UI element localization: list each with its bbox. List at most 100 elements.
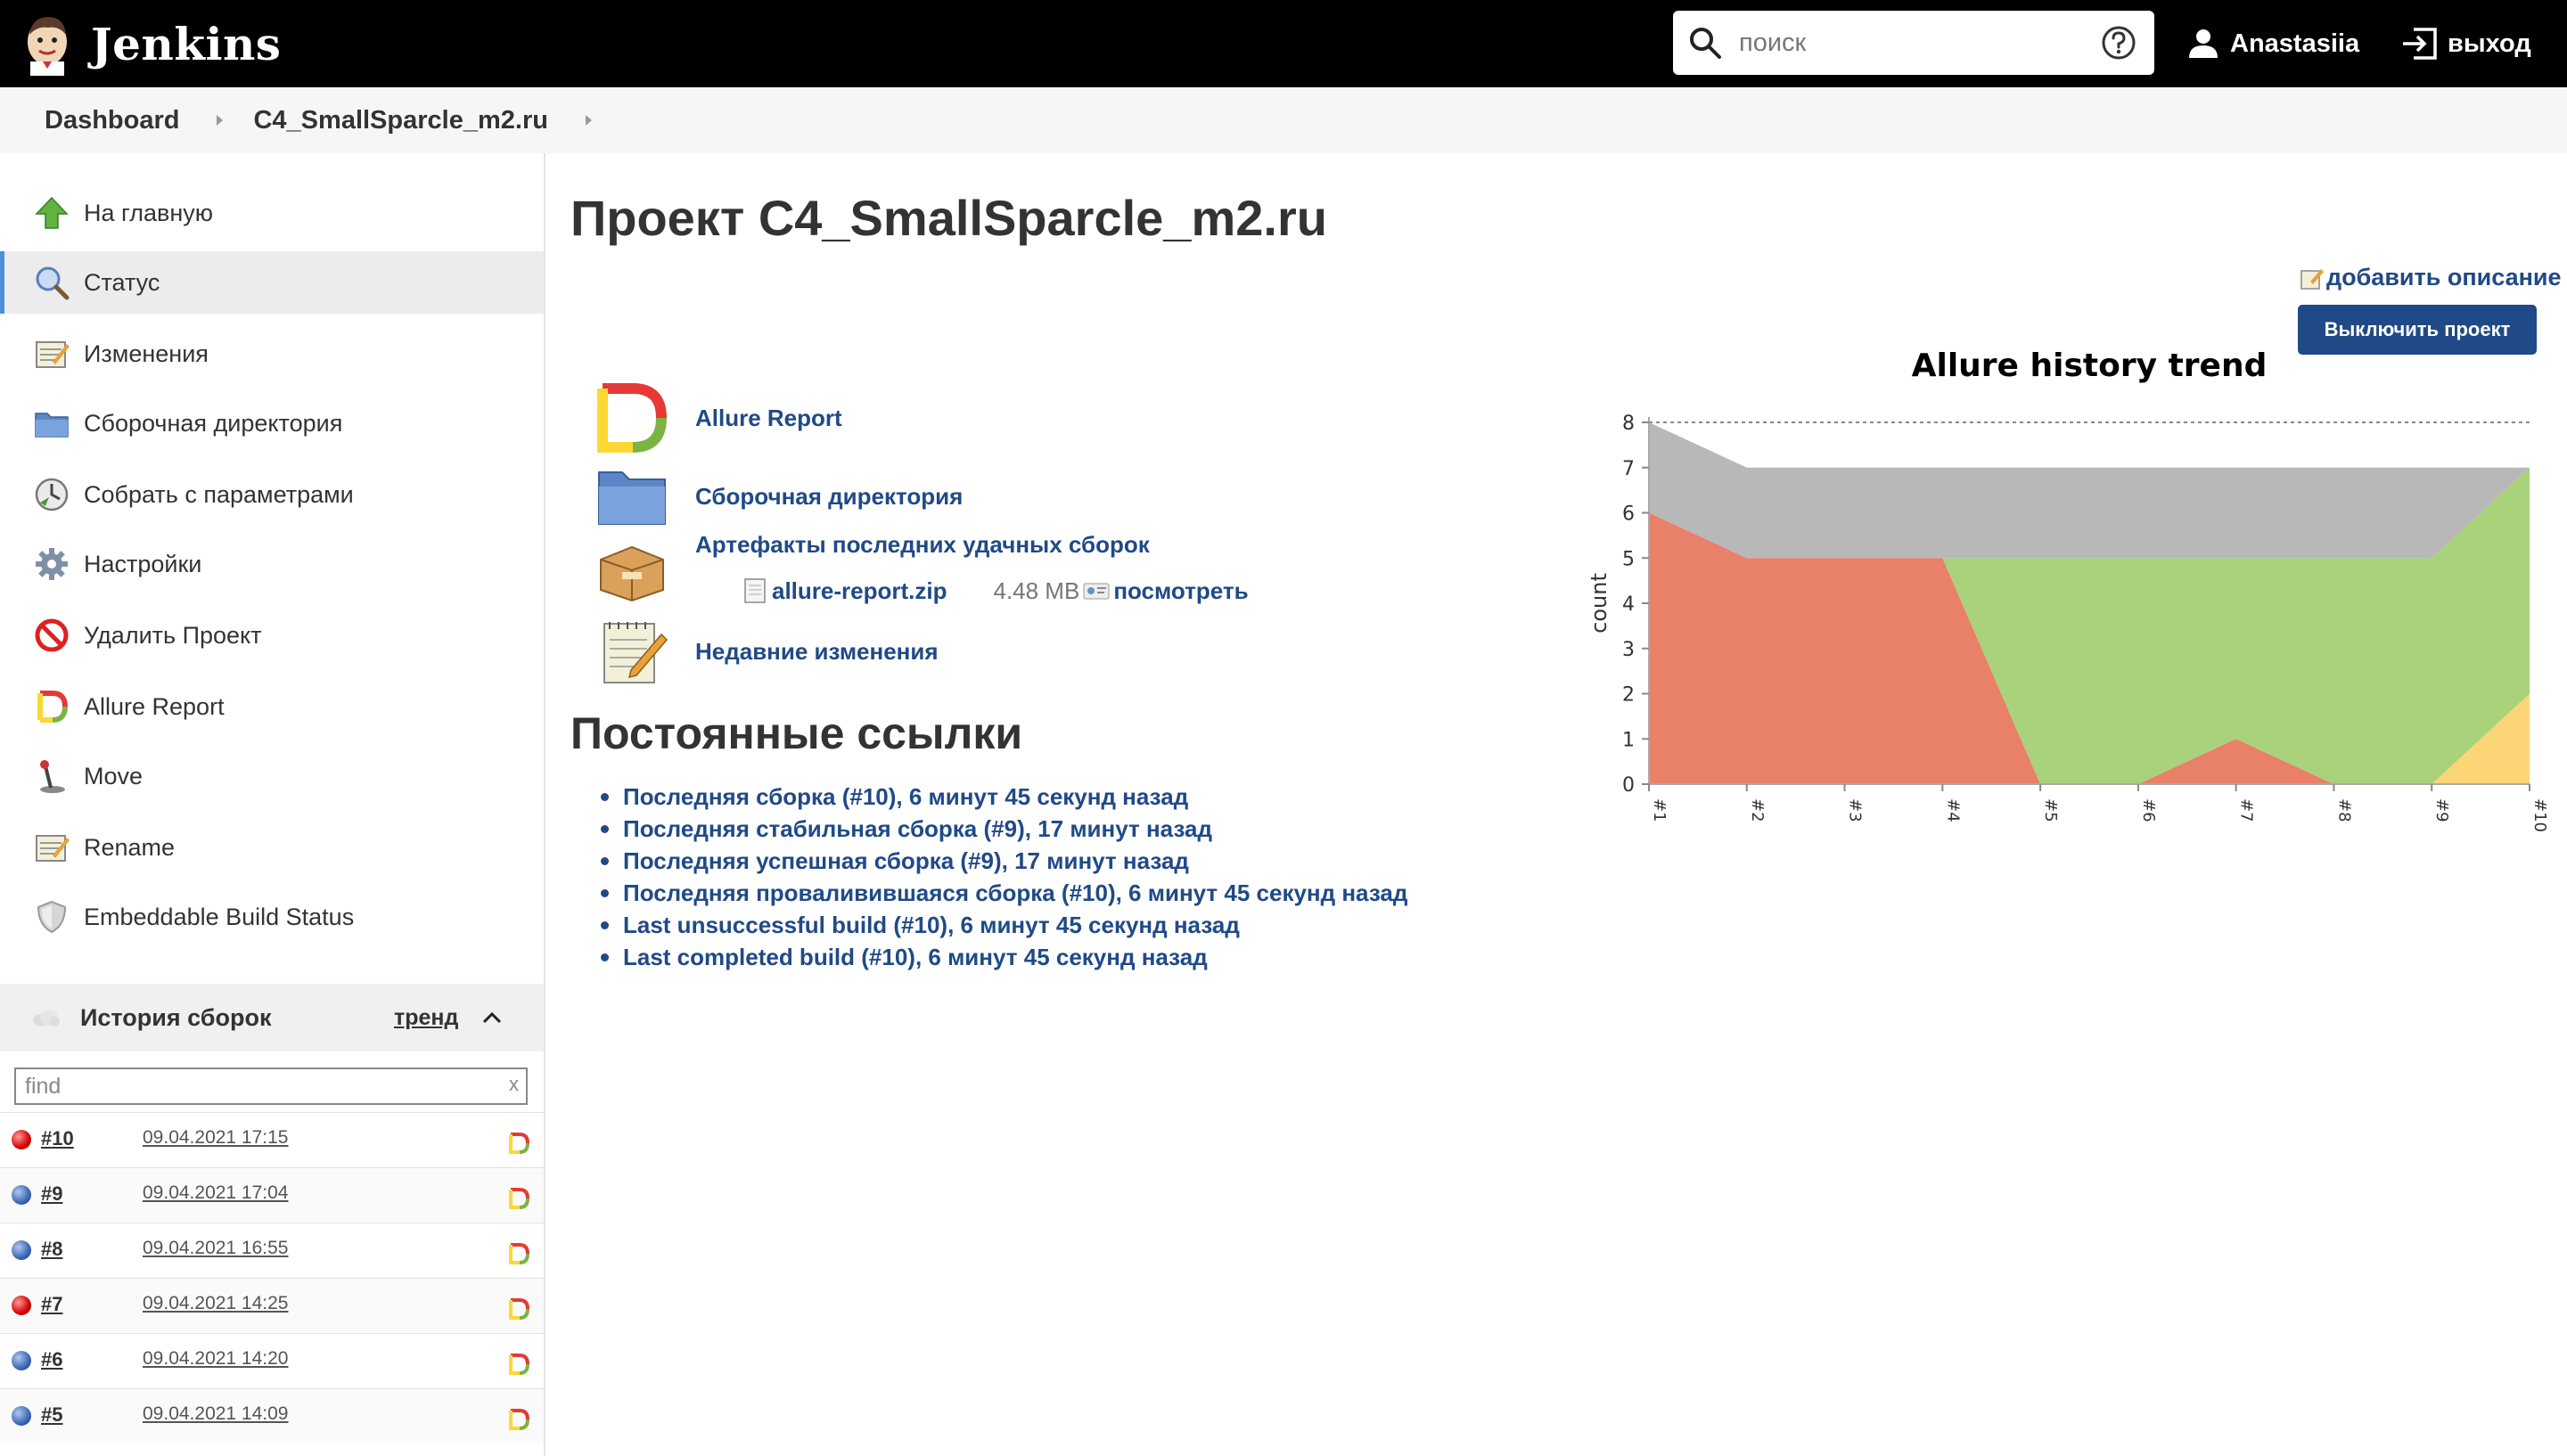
search-input[interactable] <box>1739 23 2078 62</box>
build-row: #10 09.04.2021 17:15 <box>0 1112 544 1167</box>
y-tick-label: 0 <box>1622 774 1635 797</box>
permalink-last-unsuccessful[interactable]: Last unsuccessful build (#10), 6 минут 4… <box>601 909 1407 941</box>
permalink-last-successful[interactable]: Последняя успешная сборка (#9), 17 минут… <box>601 845 1407 877</box>
task-label: Embeddable Build Status <box>84 903 355 930</box>
permalink-last-stable[interactable]: Последняя стабильная сборка (#9), 17 мин… <box>601 813 1407 845</box>
workspace-label: Сборочная директория <box>695 482 964 510</box>
breadcrumb-chevron-icon[interactable] <box>585 115 592 126</box>
task-delete-project[interactable]: Удалить Проект <box>0 604 544 667</box>
build-number-link[interactable]: #9 <box>41 1182 63 1205</box>
breadcrumb-project[interactable]: C4_SmallSparcle_m2.ru <box>253 105 548 135</box>
trend-chart-svg: Allure history trend 0 1 2 3 4 5 6 7 8 count #1 #2 #3… <box>1587 349 2549 832</box>
allure-icon[interactable] <box>506 1131 531 1156</box>
task-allure-report[interactable]: Allure Report <box>0 675 544 738</box>
allure-icon[interactable] <box>506 1352 531 1377</box>
build-date-link[interactable]: 09.04.2021 14:09 <box>143 1403 289 1424</box>
series-area-1 <box>1649 512 2530 784</box>
up-arrow-icon <box>32 193 71 233</box>
package-icon <box>600 545 664 602</box>
disable-project-button[interactable]: Выключить проект <box>2298 305 2537 355</box>
x-tick-label: #5 <box>2041 798 2060 822</box>
view-artifact-link[interactable]: посмотреть <box>1113 577 1249 604</box>
permalink-last-completed[interactable]: Last completed build (#10), 6 минут 45 с… <box>601 941 1407 973</box>
task-label: На главную <box>84 199 214 226</box>
task-label: Настройки <box>84 550 202 577</box>
allure-icon <box>32 687 71 726</box>
cloud-icon <box>33 1010 60 1027</box>
artifact-file-link[interactable]: allure-report.zip <box>772 577 947 604</box>
build-number-link[interactable]: #8 <box>41 1238 63 1260</box>
chevron-up-icon[interactable] <box>480 1005 504 1030</box>
notepad-icon <box>32 828 71 867</box>
build-date-link[interactable]: 09.04.2021 17:15 <box>143 1127 289 1148</box>
task-label: Allure Report <box>84 692 225 720</box>
recent-changes-link[interactable]: Недавние изменения <box>592 615 1216 688</box>
task-embeddable-build-status[interactable]: Embeddable Build Status <box>0 886 544 948</box>
workspace-link[interactable]: Сборочная директория <box>592 460 1216 533</box>
jenkins-home-link[interactable]: Jenkins <box>21 9 281 78</box>
magnifier-icon <box>32 263 71 302</box>
allure-report-link[interactable]: Allure Report <box>592 381 1216 454</box>
task-build-with-parameters[interactable]: Собрать с параметрами <box>0 463 544 526</box>
status-ball-icon <box>12 1130 31 1149</box>
find-box: x <box>14 1067 528 1105</box>
task-configure[interactable]: Настройки <box>0 533 544 595</box>
y-tick-label: 8 <box>1622 413 1635 435</box>
build-number-link[interactable]: #10 <box>41 1127 74 1149</box>
build-row: #7 09.04.2021 14:25 <box>0 1278 544 1333</box>
allure-icon[interactable] <box>506 1407 531 1432</box>
allure-trend-chart[interactable]: Allure history trend 0 1 2 3 4 5 6 7 8 count #1 #2 #3… <box>1587 349 2567 848</box>
artifacts-link[interactable]: Артефакты последних удачных сборок <box>592 531 1216 606</box>
permalink-last-build[interactable]: Последняя сборка (#10), 6 минут 45 секун… <box>601 781 1407 813</box>
fingerprint-card-icon <box>1083 583 1110 600</box>
task-rename[interactable]: Rename <box>0 816 544 879</box>
task-label: Move <box>84 762 144 789</box>
allure-icon[interactable] <box>506 1241 531 1266</box>
permalinks-title: Постоянные ссылки <box>570 708 1023 758</box>
build-number-link[interactable]: #7 <box>41 1293 63 1315</box>
task-changes[interactable]: Изменения <box>0 323 544 385</box>
user-name: Anastasiia <box>2230 29 2360 58</box>
build-number-link[interactable]: #6 <box>41 1348 63 1370</box>
build-date-link[interactable]: 09.04.2021 16:55 <box>143 1238 289 1258</box>
permalink-last-failed[interactable]: Последняя проваливившаяся сборка (#10), … <box>601 877 1407 909</box>
build-date-link[interactable]: 09.04.2021 14:25 <box>143 1293 289 1313</box>
build-filter-input[interactable] <box>25 1073 488 1100</box>
allure-icon[interactable] <box>506 1296 531 1321</box>
task-status[interactable]: Статус <box>0 251 544 314</box>
recent-changes-label: Недавние изменения <box>695 637 939 665</box>
status-ball-icon <box>12 1240 31 1260</box>
breadcrumb-chevron-icon[interactable] <box>217 115 224 126</box>
logout-label: выход <box>2448 29 2531 58</box>
side-panel: На главную Статус Изменения Сборочная ди… <box>0 153 545 1456</box>
status-ball-icon <box>12 1351 31 1370</box>
brand-name: Jenkins <box>91 17 282 70</box>
series-area-3 <box>1649 422 2530 559</box>
help-icon[interactable] <box>2101 25 2136 61</box>
y-tick-label: 1 <box>1622 729 1635 751</box>
x-tick-label: #3 <box>1846 798 1865 822</box>
build-date-link[interactable]: 09.04.2021 17:04 <box>143 1182 289 1203</box>
task-workspace[interactable]: Сборочная директория <box>0 392 544 454</box>
build-date-link[interactable]: 09.04.2021 14:20 <box>143 1348 289 1369</box>
build-history-header: История сборок тренд <box>0 984 544 1051</box>
trend-link[interactable]: тренд <box>394 1004 459 1030</box>
build-number-link[interactable]: #5 <box>41 1403 63 1426</box>
logout-link[interactable]: выход <box>2399 21 2531 66</box>
series-area-2 <box>1649 467 2530 784</box>
add-description-label: добавить описание <box>2326 264 2562 290</box>
task-label: Rename <box>84 833 176 861</box>
y-tick-label: 3 <box>1622 639 1635 661</box>
breadcrumb-dashboard[interactable]: Dashboard <box>45 105 180 135</box>
logout-icon <box>2403 28 2437 60</box>
task-move[interactable]: Move <box>0 745 544 807</box>
no-entry-icon <box>32 616 71 655</box>
shield-icon <box>32 897 71 937</box>
task-label: Изменения <box>84 339 209 367</box>
allure-icon[interactable] <box>506 1186 531 1211</box>
clear-filter-button[interactable]: x <box>509 1073 519 1095</box>
user-link[interactable]: Anastasiia <box>2187 21 2359 66</box>
add-description-link[interactable]: добавить описание <box>2300 264 2562 291</box>
task-home[interactable]: На главную <box>0 182 544 244</box>
gear-icon <box>32 544 71 584</box>
